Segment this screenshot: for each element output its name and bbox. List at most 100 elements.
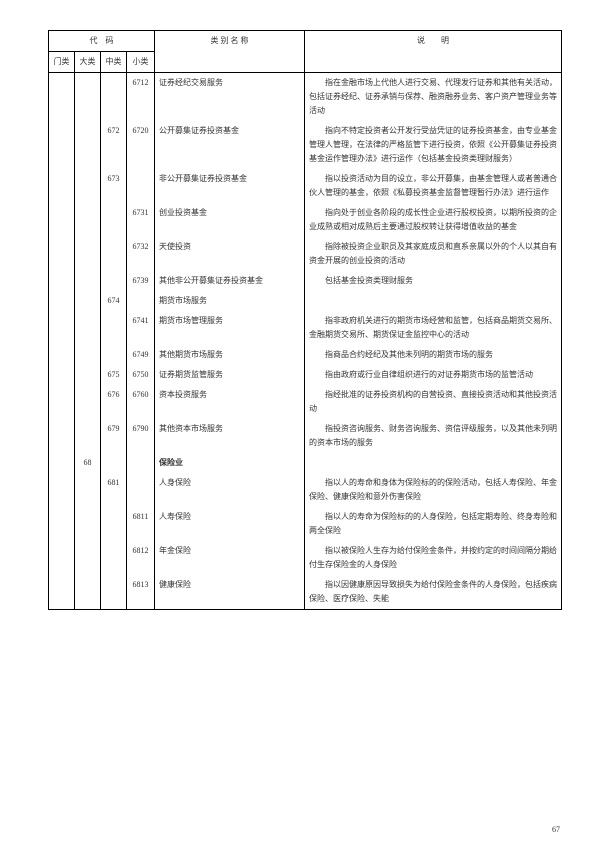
cell-da	[75, 169, 101, 203]
cell-desc: 指投资咨询服务、财务咨询服务、资信评级服务，以及其他未列明的资本市场的服务	[305, 419, 562, 453]
table-row: 6812年金保险指以被保险人生存为给付保险金条件，并按约定的时间间隔分期给付生存…	[49, 541, 562, 575]
header-men: 门类	[49, 52, 75, 73]
table-row: 6749其他期货市场服务指商品合约经纪及其他未列明的期货市场的服务	[49, 345, 562, 365]
cell-xi: 6731	[127, 203, 155, 237]
cell-desc: 指向不特定投资者公开发行受益凭证的证券投资基金，由专业基金管理人管理，在法律的严…	[305, 121, 562, 169]
cell-xi: 6750	[127, 365, 155, 385]
cell-name: 证券经纪交易服务	[155, 73, 305, 122]
cell-men	[49, 453, 75, 473]
cell-zh: 674	[101, 291, 127, 311]
cell-xi	[127, 473, 155, 507]
classification-table: 代 码 类 别 名 称 说 明 门类 大类 中类 小类 6712证券经纪交易服务…	[48, 30, 562, 610]
cell-men	[49, 311, 75, 345]
cell-da	[75, 311, 101, 345]
cell-zh	[101, 453, 127, 473]
cell-da	[75, 365, 101, 385]
cell-men	[49, 385, 75, 419]
table-row: 673非公开募集证券投资基金指以投资活动为目的设立，非公开募集，由基金管理人或者…	[49, 169, 562, 203]
cell-men	[49, 575, 75, 610]
table-row: 6756750证券期货监管服务指由政府或行业自律组织进行的对证券期货市场的监管活…	[49, 365, 562, 385]
cell-desc	[305, 453, 562, 473]
header-da: 大类	[75, 52, 101, 73]
cell-da	[75, 73, 101, 122]
cell-name: 人寿保险	[155, 507, 305, 541]
cell-xi	[127, 169, 155, 203]
cell-xi	[127, 453, 155, 473]
cell-da	[75, 575, 101, 610]
cell-desc: 包括基金投资类理财服务	[305, 271, 562, 291]
cell-zh	[101, 345, 127, 365]
cell-name: 期货市场管理服务	[155, 311, 305, 345]
cell-desc: 指在金融市场上代他人进行交易、代理发行证券和其他有关活动，包括证券经纪、证券承销…	[305, 73, 562, 122]
cell-men	[49, 507, 75, 541]
table-row: 6796790其他资本市场服务指投资咨询服务、财务咨询服务、资信评级服务，以及其…	[49, 419, 562, 453]
cell-desc: 指以投资活动为目的设立，非公开募集，由基金管理人或者普通合伙人管理的基金，依照《…	[305, 169, 562, 203]
cell-zh: 679	[101, 419, 127, 453]
header-xi: 小类	[127, 52, 155, 73]
cell-men	[49, 271, 75, 291]
header-desc: 说 明	[305, 31, 562, 73]
cell-zh	[101, 73, 127, 122]
cell-name: 公开募集证券投资基金	[155, 121, 305, 169]
cell-name: 其他非公开募集证券投资基金	[155, 271, 305, 291]
cell-men	[49, 169, 75, 203]
cell-name: 非公开募集证券投资基金	[155, 169, 305, 203]
cell-name: 人身保险	[155, 473, 305, 507]
cell-da	[75, 507, 101, 541]
cell-name: 期货市场服务	[155, 291, 305, 311]
table-row: 6741期货市场管理服务指非政府机关进行的期货市场经营和监管，包括商品期货交易所…	[49, 311, 562, 345]
cell-men	[49, 73, 75, 122]
cell-xi: 6720	[127, 121, 155, 169]
cell-da	[75, 419, 101, 453]
table-row: 674 期货市场服务	[49, 291, 562, 311]
cell-men	[49, 365, 75, 385]
cell-da: 68	[75, 453, 101, 473]
cell-xi: 6712	[127, 73, 155, 122]
cell-desc: 指以人的寿命为保险标的的人身保险，包括定期寿险、终身寿险和两全保险	[305, 507, 562, 541]
cell-xi: 6741	[127, 311, 155, 345]
cell-men	[49, 419, 75, 453]
cell-desc	[305, 291, 562, 311]
header-name: 类 别 名 称	[155, 31, 305, 73]
cell-da	[75, 541, 101, 575]
header-zh: 中类	[101, 52, 127, 73]
table-row: 6712证券经纪交易服务指在金融市场上代他人进行交易、代理发行证券和其他有关活动…	[49, 73, 562, 122]
cell-da	[75, 385, 101, 419]
table-row: 6811人寿保险指以人的寿命为保险标的的人身保险，包括定期寿险、终身寿险和两全保…	[49, 507, 562, 541]
cell-men	[49, 121, 75, 169]
cell-da	[75, 291, 101, 311]
table-row: 681人身保险指以人的寿命和身体为保险标的的保险活动，包括人寿保险、年金保险、健…	[49, 473, 562, 507]
cell-da	[75, 271, 101, 291]
cell-xi: 6811	[127, 507, 155, 541]
cell-zh	[101, 541, 127, 575]
cell-da	[75, 473, 101, 507]
table-row: 68保险业	[49, 453, 562, 473]
cell-zh	[101, 311, 127, 345]
cell-name: 天使投资	[155, 237, 305, 271]
cell-name: 其他期货市场服务	[155, 345, 305, 365]
cell-men	[49, 473, 75, 507]
cell-zh: 672	[101, 121, 127, 169]
cell-xi: 6732	[127, 237, 155, 271]
cell-zh: 676	[101, 385, 127, 419]
cell-da	[75, 237, 101, 271]
cell-zh: 675	[101, 365, 127, 385]
cell-name: 证券期货监管服务	[155, 365, 305, 385]
table-row: 6726720公开募集证券投资基金指向不特定投资者公开发行受益凭证的证券投资基金…	[49, 121, 562, 169]
cell-xi: 6790	[127, 419, 155, 453]
cell-name: 其他资本市场服务	[155, 419, 305, 453]
cell-xi: 6739	[127, 271, 155, 291]
cell-desc: 指非政府机关进行的期货市场经营和监管，包括商品期货交易所、金融期货交易所、期货保…	[305, 311, 562, 345]
cell-name: 年金保险	[155, 541, 305, 575]
table-row: 6766760资本投资服务指经批准的证券投资机构的自营投资、直接投资活动和其他投…	[49, 385, 562, 419]
page-number: 67	[552, 825, 560, 834]
table-body: 6712证券经纪交易服务指在金融市场上代他人进行交易、代理发行证券和其他有关活动…	[49, 73, 562, 610]
cell-name: 资本投资服务	[155, 385, 305, 419]
cell-desc: 指以被保险人生存为给付保险金条件，并按约定的时间间隔分期给付生存保险金的人身保险	[305, 541, 562, 575]
cell-zh	[101, 575, 127, 610]
cell-da	[75, 121, 101, 169]
cell-men	[49, 291, 75, 311]
cell-zh	[101, 507, 127, 541]
cell-xi: 6812	[127, 541, 155, 575]
cell-xi	[127, 291, 155, 311]
